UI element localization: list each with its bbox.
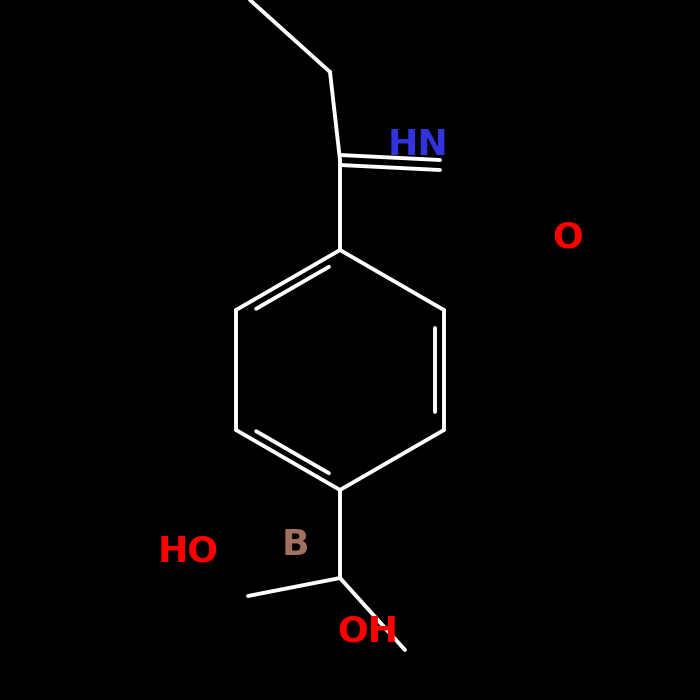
Text: B: B	[281, 528, 309, 562]
Text: HO: HO	[158, 535, 218, 569]
Text: HN: HN	[388, 128, 449, 162]
Text: OH: OH	[337, 615, 398, 649]
Text: O: O	[552, 221, 583, 255]
